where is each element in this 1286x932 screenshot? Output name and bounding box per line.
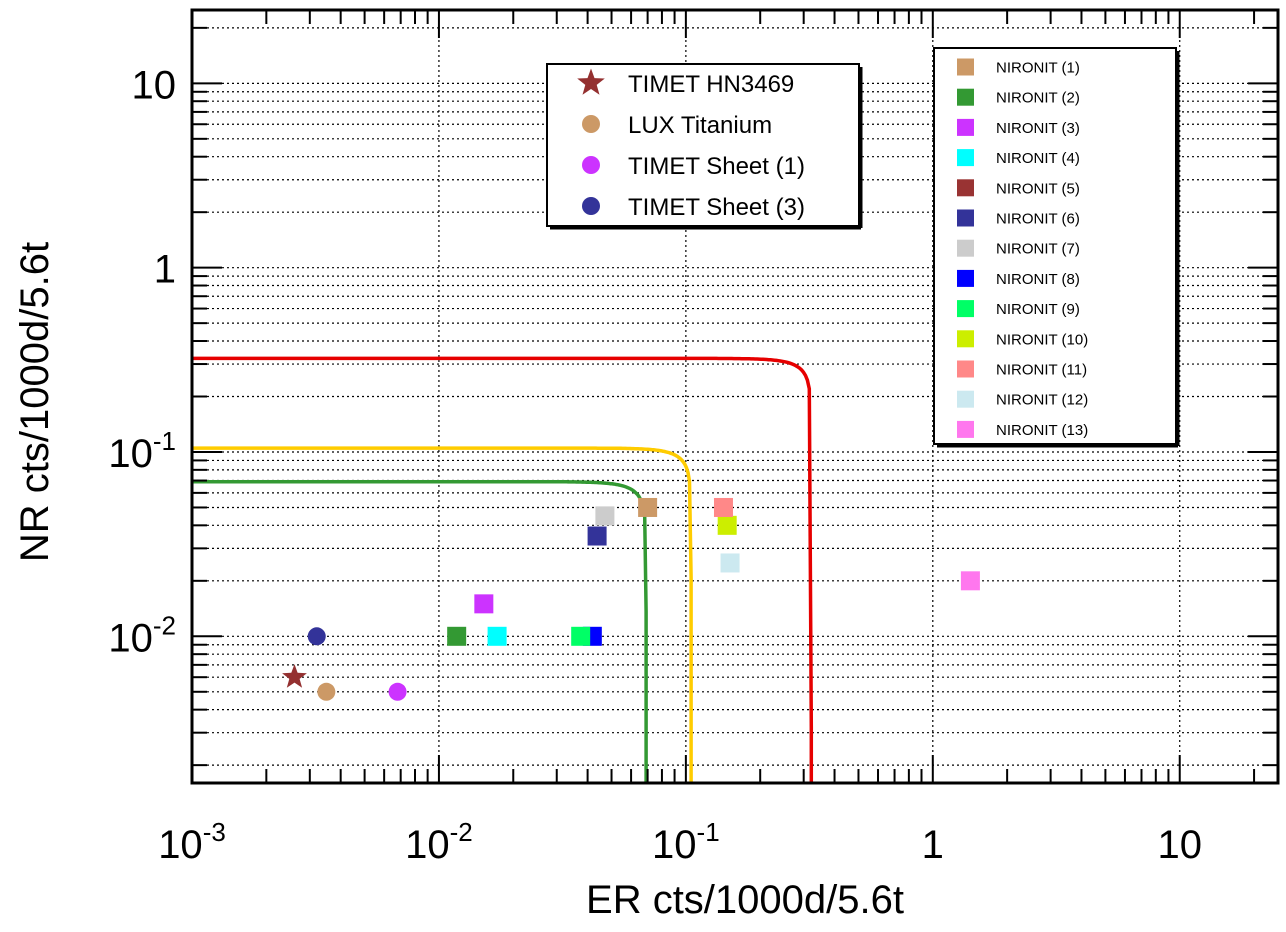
legend-side-label: NIRONIT (2) bbox=[996, 90, 1080, 107]
data-point bbox=[638, 497, 658, 517]
legend-main-label: TIMET Sheet (1) bbox=[628, 153, 805, 180]
data-point bbox=[307, 627, 326, 646]
legend-main-box bbox=[546, 63, 860, 227]
legend-side-label: NIRONIT (13) bbox=[996, 422, 1088, 439]
limit-curves bbox=[192, 356, 814, 783]
x-tick-labels: 10-3 10-2 10-1 1 10 bbox=[158, 817, 1202, 867]
legend-main-marker bbox=[582, 156, 600, 174]
legend-side-label: NIRONIT (10) bbox=[996, 331, 1088, 348]
legend-side-marker bbox=[957, 420, 974, 438]
legend-main-marker bbox=[582, 197, 600, 215]
legend-side-box bbox=[933, 47, 1177, 445]
legend-side-label: NIRONIT (3) bbox=[996, 120, 1080, 137]
data-point bbox=[713, 497, 733, 517]
limit-curve bbox=[192, 446, 693, 783]
x-tick-label: 10-2 bbox=[405, 817, 473, 867]
data-point bbox=[447, 626, 467, 646]
legend-side-label: NIRONIT (6) bbox=[996, 211, 1080, 228]
legend-main: TIMET HN3469 LUX Titanium TIMET Sheet (1) T… bbox=[546, 63, 863, 230]
legend-side-marker bbox=[957, 88, 974, 106]
y-tick-label: 1 bbox=[154, 248, 176, 292]
legend-side-marker bbox=[957, 390, 974, 408]
data-point bbox=[388, 682, 407, 701]
legend-main-label: TIMET HN3469 bbox=[628, 71, 794, 98]
legend-side-label: NIRONIT (7) bbox=[996, 241, 1080, 258]
data-point bbox=[317, 682, 336, 701]
legend-main-label: LUX Titanium bbox=[628, 112, 772, 139]
data-point bbox=[282, 664, 307, 688]
legend-side-marker bbox=[957, 269, 974, 287]
x-axis-label: ER cts/1000d/5.6t bbox=[586, 878, 904, 922]
data-point bbox=[960, 571, 980, 591]
legend-side-label: NIRONIT (11) bbox=[996, 362, 1087, 379]
y-tick-label: 10 bbox=[132, 63, 177, 107]
data-point bbox=[595, 506, 615, 526]
data-point bbox=[487, 626, 507, 646]
data-point bbox=[720, 553, 740, 573]
legend-side-label: NIRONIT (5) bbox=[996, 180, 1080, 197]
y-tick-labels: 10-2 10-1 1 10 bbox=[108, 63, 176, 660]
data-point bbox=[717, 515, 737, 535]
legend-main-marker bbox=[582, 115, 600, 133]
legend-side-marker bbox=[957, 300, 974, 318]
legend-main-label: TIMET Sheet (3) bbox=[628, 194, 805, 221]
data-points bbox=[282, 497, 980, 701]
limit-curve bbox=[192, 356, 814, 783]
limit-curve bbox=[192, 479, 648, 783]
x-tick-label: 10-1 bbox=[652, 817, 720, 867]
legend-side-label: NIRONIT (9) bbox=[996, 301, 1080, 318]
y-tick-label: 10-2 bbox=[108, 610, 176, 660]
x-tick-label: 10 bbox=[1157, 823, 1202, 867]
y-tick-label: 10-1 bbox=[108, 426, 176, 476]
legend-main-marker bbox=[577, 68, 605, 95]
x-tick-label: 10-3 bbox=[158, 817, 226, 867]
legend-side-marker bbox=[957, 330, 974, 348]
legend-side-marker bbox=[957, 118, 974, 136]
legend-side-label: NIRONIT (1) bbox=[996, 60, 1080, 77]
legend-side: NIRONIT (1) NIRONIT (2) NIRONIT (3) NIRONIT… bbox=[933, 47, 1180, 448]
legend-side-marker bbox=[957, 239, 974, 257]
legend-side-label: NIRONIT (4) bbox=[996, 150, 1080, 167]
legend-side-label: NIRONIT (8) bbox=[996, 271, 1080, 288]
legend-side-marker bbox=[957, 149, 974, 167]
data-point bbox=[571, 626, 591, 646]
legend-side-marker bbox=[957, 179, 974, 197]
data-point bbox=[474, 594, 494, 614]
y-axis-label: NR cts/1000d/5.6t bbox=[13, 242, 57, 562]
legend-side-marker bbox=[957, 209, 974, 227]
x-tick-label: 1 bbox=[922, 823, 944, 867]
legend-side-marker bbox=[957, 58, 974, 76]
data-point bbox=[587, 526, 607, 546]
legend-side-marker bbox=[957, 360, 974, 378]
axis-ticks bbox=[191, 10, 1278, 783]
legend-side-label: NIRONIT (12) bbox=[996, 392, 1088, 409]
